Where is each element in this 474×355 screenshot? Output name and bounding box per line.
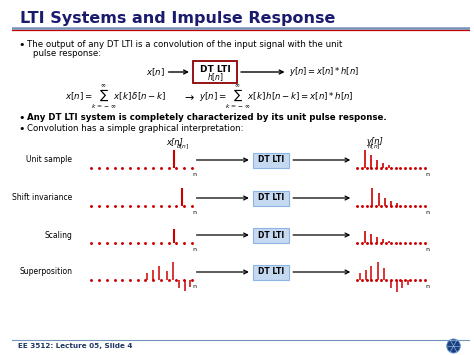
Text: DT LTI: DT LTI	[258, 193, 284, 202]
Text: DT LTI: DT LTI	[258, 230, 284, 240]
Text: $\rightarrow$: $\rightarrow$	[182, 92, 195, 102]
Text: n: n	[426, 247, 429, 252]
Text: Convolution has a simple graphical interpretation:: Convolution has a simple graphical inter…	[27, 124, 243, 133]
Text: Superposition: Superposition	[19, 268, 72, 277]
Text: n: n	[426, 284, 429, 289]
Text: n: n	[193, 210, 197, 215]
Text: y[n]: y[n]	[366, 137, 383, 146]
Text: pulse response:: pulse response:	[34, 49, 101, 58]
Text: n: n	[426, 172, 429, 177]
Text: $h[n]$: $h[n]$	[207, 71, 224, 83]
Text: DT LTI: DT LTI	[258, 155, 284, 164]
Text: •: •	[18, 124, 25, 134]
Text: n: n	[193, 284, 197, 289]
Text: x[n]: x[n]	[166, 137, 183, 146]
Text: $\delta[n]$: $\delta[n]$	[176, 143, 190, 151]
Text: Any DT LTI system is completely characterized by its unit pulse response.: Any DT LTI system is completely characte…	[27, 113, 386, 122]
Text: LTI Systems and Impulse Response: LTI Systems and Impulse Response	[20, 11, 335, 26]
Text: The output of any DT LTI is a convolution of the input signal with the unit: The output of any DT LTI is a convolutio…	[27, 40, 342, 49]
Text: DT LTI: DT LTI	[200, 65, 230, 73]
Text: Shift invariance: Shift invariance	[12, 193, 72, 202]
Bar	[253, 228, 289, 242]
Text: Scaling: Scaling	[44, 230, 72, 240]
Text: •: •	[18, 113, 25, 123]
Bar	[253, 191, 289, 206]
Bar	[253, 153, 289, 168]
Circle shape	[447, 339, 460, 353]
Text: $x[n]=\!\sum_{k=-\infty}^{\infty}\!x[k]\,\delta[n-k]$: $x[n]=\!\sum_{k=-\infty}^{\infty}\!x[k]\…	[65, 83, 166, 111]
Text: $x[n]$: $x[n]$	[146, 66, 165, 78]
Bar	[253, 264, 289, 279]
Text: n: n	[193, 247, 197, 252]
Bar	[193, 61, 237, 83]
Text: $y[n] = x[n]*h[n]$: $y[n] = x[n]*h[n]$	[289, 66, 359, 78]
Text: $y[n]=\!\sum_{k=-\infty}^{\infty}\!x[k]\,h[n-k]=x[n]*h[n]$: $y[n]=\!\sum_{k=-\infty}^{\infty}\!x[k]\…	[199, 83, 353, 111]
Text: n: n	[193, 172, 197, 177]
Text: EE 3512: Lecture 05, Slide 4: EE 3512: Lecture 05, Slide 4	[18, 343, 132, 349]
Text: n: n	[426, 210, 429, 215]
Text: $h[n]$: $h[n]$	[366, 143, 380, 151]
Text: Unit sample: Unit sample	[26, 155, 72, 164]
Text: DT LTI: DT LTI	[258, 268, 284, 277]
Text: •: •	[18, 40, 25, 50]
